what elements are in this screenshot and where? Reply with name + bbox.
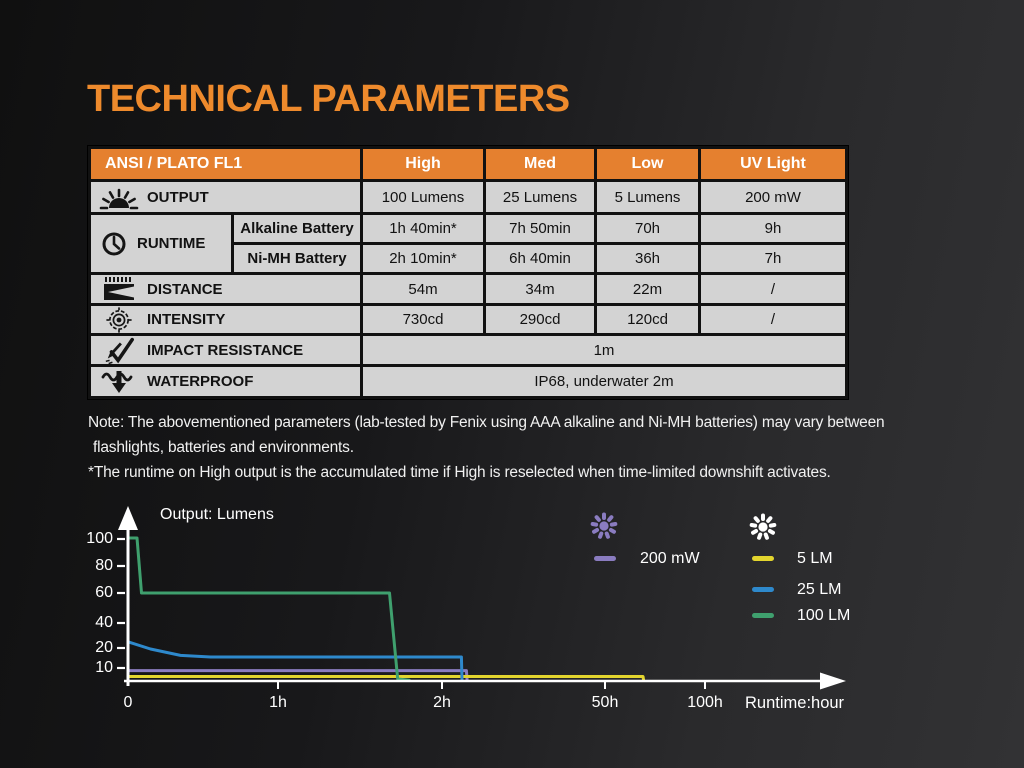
table-header-low: Low: [597, 149, 698, 179]
row-label-impact: IMPACT RESISTANCE: [91, 336, 360, 364]
impact-check-icon: [91, 336, 147, 364]
y-tick-100: 100: [86, 530, 113, 547]
footnotes: Note: The abovementioned parameters (lab…: [88, 410, 988, 485]
row-label-distance: DISTANCE: [91, 275, 360, 303]
uv-led-icon: [590, 512, 618, 540]
intensity-low: 120cd: [597, 306, 698, 333]
y-tick-40: 40: [95, 614, 113, 631]
x-tick-50h: 50h: [591, 694, 619, 711]
y-axis-arrow: [118, 506, 138, 530]
runtime-nimh-med: 6h 40min: [486, 245, 594, 272]
x-axis-arrow: [820, 672, 846, 690]
x-tick-1h: 1h: [269, 694, 287, 711]
intensity-uv: /: [701, 306, 845, 333]
legend-dash-25lm: [752, 587, 774, 592]
runtime-nimh-high: 2h 10min*: [363, 245, 483, 272]
runtime-nimh-label: Ni-MH Battery: [234, 245, 360, 272]
note-line-3: *The runtime on High output is the accum…: [88, 464, 831, 481]
runtime-alkaline-uv: 9h: [701, 215, 845, 242]
x-tick-2h: 2h: [433, 694, 451, 711]
x-tick-0: 0: [123, 694, 133, 711]
beam-distance-icon: [91, 276, 147, 302]
white-led-icon: [749, 513, 777, 541]
output-uv: 200 mW: [701, 182, 845, 212]
distance-med: 34m: [486, 275, 594, 303]
series-line-100-lm: [126, 536, 411, 682]
intensity-med: 290cd: [486, 306, 594, 333]
table-header-med: Med: [486, 149, 594, 179]
legend-dash-200mw: [594, 556, 616, 561]
legend-dash-100lm: [752, 613, 774, 618]
waterproof-value: IP68, underwater 2m: [363, 367, 845, 396]
distance-low: 22m: [597, 275, 698, 303]
x-axis-label: Runtime:hour: [745, 694, 845, 712]
legend-label-200mw: 200 mW: [640, 550, 700, 567]
sun-burst-icon: [91, 184, 147, 210]
chart-axes: [117, 506, 846, 690]
table-header-high: High: [363, 149, 483, 179]
legend-label-5lm: 5 LM: [797, 550, 833, 567]
spec-table: ANSI / PLATO FL1 High Med Low UV Light O…: [88, 146, 848, 399]
y-tick-60: 60: [95, 584, 113, 601]
chart-series: [126, 536, 646, 682]
water-arrow-icon: [91, 368, 147, 396]
runtime-alkaline-med: 7h 50min: [486, 215, 594, 242]
output-high: 100 Lumens: [363, 182, 483, 212]
legend-label-100lm: 100 LM: [797, 607, 851, 624]
row-label-intensity: INTENSITY: [91, 306, 360, 333]
distance-high: 54m: [363, 275, 483, 303]
row-label-waterproof: WATERPROOF: [91, 367, 360, 396]
note-line-2: flashlights, batteries and environments.: [93, 439, 354, 456]
series-line-5-lm: [126, 675, 646, 682]
clock-icon: [91, 230, 137, 258]
series-line-25-lm: [126, 640, 464, 682]
note-line-1: Note: The abovementioned parameters (lab…: [88, 414, 885, 431]
runtime-nimh-low: 36h: [597, 245, 698, 272]
chart-title: Output: Lumens: [160, 506, 274, 523]
runtime-alkaline-label: Alkaline Battery: [234, 215, 360, 242]
table-header-standard: ANSI / PLATO FL1: [91, 149, 360, 179]
distance-uv: /: [701, 275, 845, 303]
y-tick-20: 20: [95, 639, 113, 656]
page-title: TECHNICAL PARAMETERS: [87, 78, 570, 120]
runtime-nimh-uv: 7h: [701, 245, 845, 272]
bullseye-icon: [91, 306, 147, 333]
row-label-runtime: RUNTIME: [91, 215, 231, 272]
runtime-alkaline-low: 70h: [597, 215, 698, 242]
output-med: 25 Lumens: [486, 182, 594, 212]
output-low: 5 Lumens: [597, 182, 698, 212]
intensity-high: 730cd: [363, 306, 483, 333]
y-tick-80: 80: [95, 557, 113, 574]
row-label-output: OUTPUT: [91, 182, 360, 212]
runtime-alkaline-high: 1h 40min*: [363, 215, 483, 242]
x-tick-100h: 100h: [687, 694, 723, 711]
series-line-200-mw: [126, 669, 469, 682]
legend-label-25lm: 25 LM: [797, 581, 842, 598]
table-header-uv: UV Light: [701, 149, 845, 179]
impact-value: 1m: [363, 336, 845, 364]
y-tick-10: 10: [95, 659, 113, 676]
legend-dash-5lm: [752, 556, 774, 561]
